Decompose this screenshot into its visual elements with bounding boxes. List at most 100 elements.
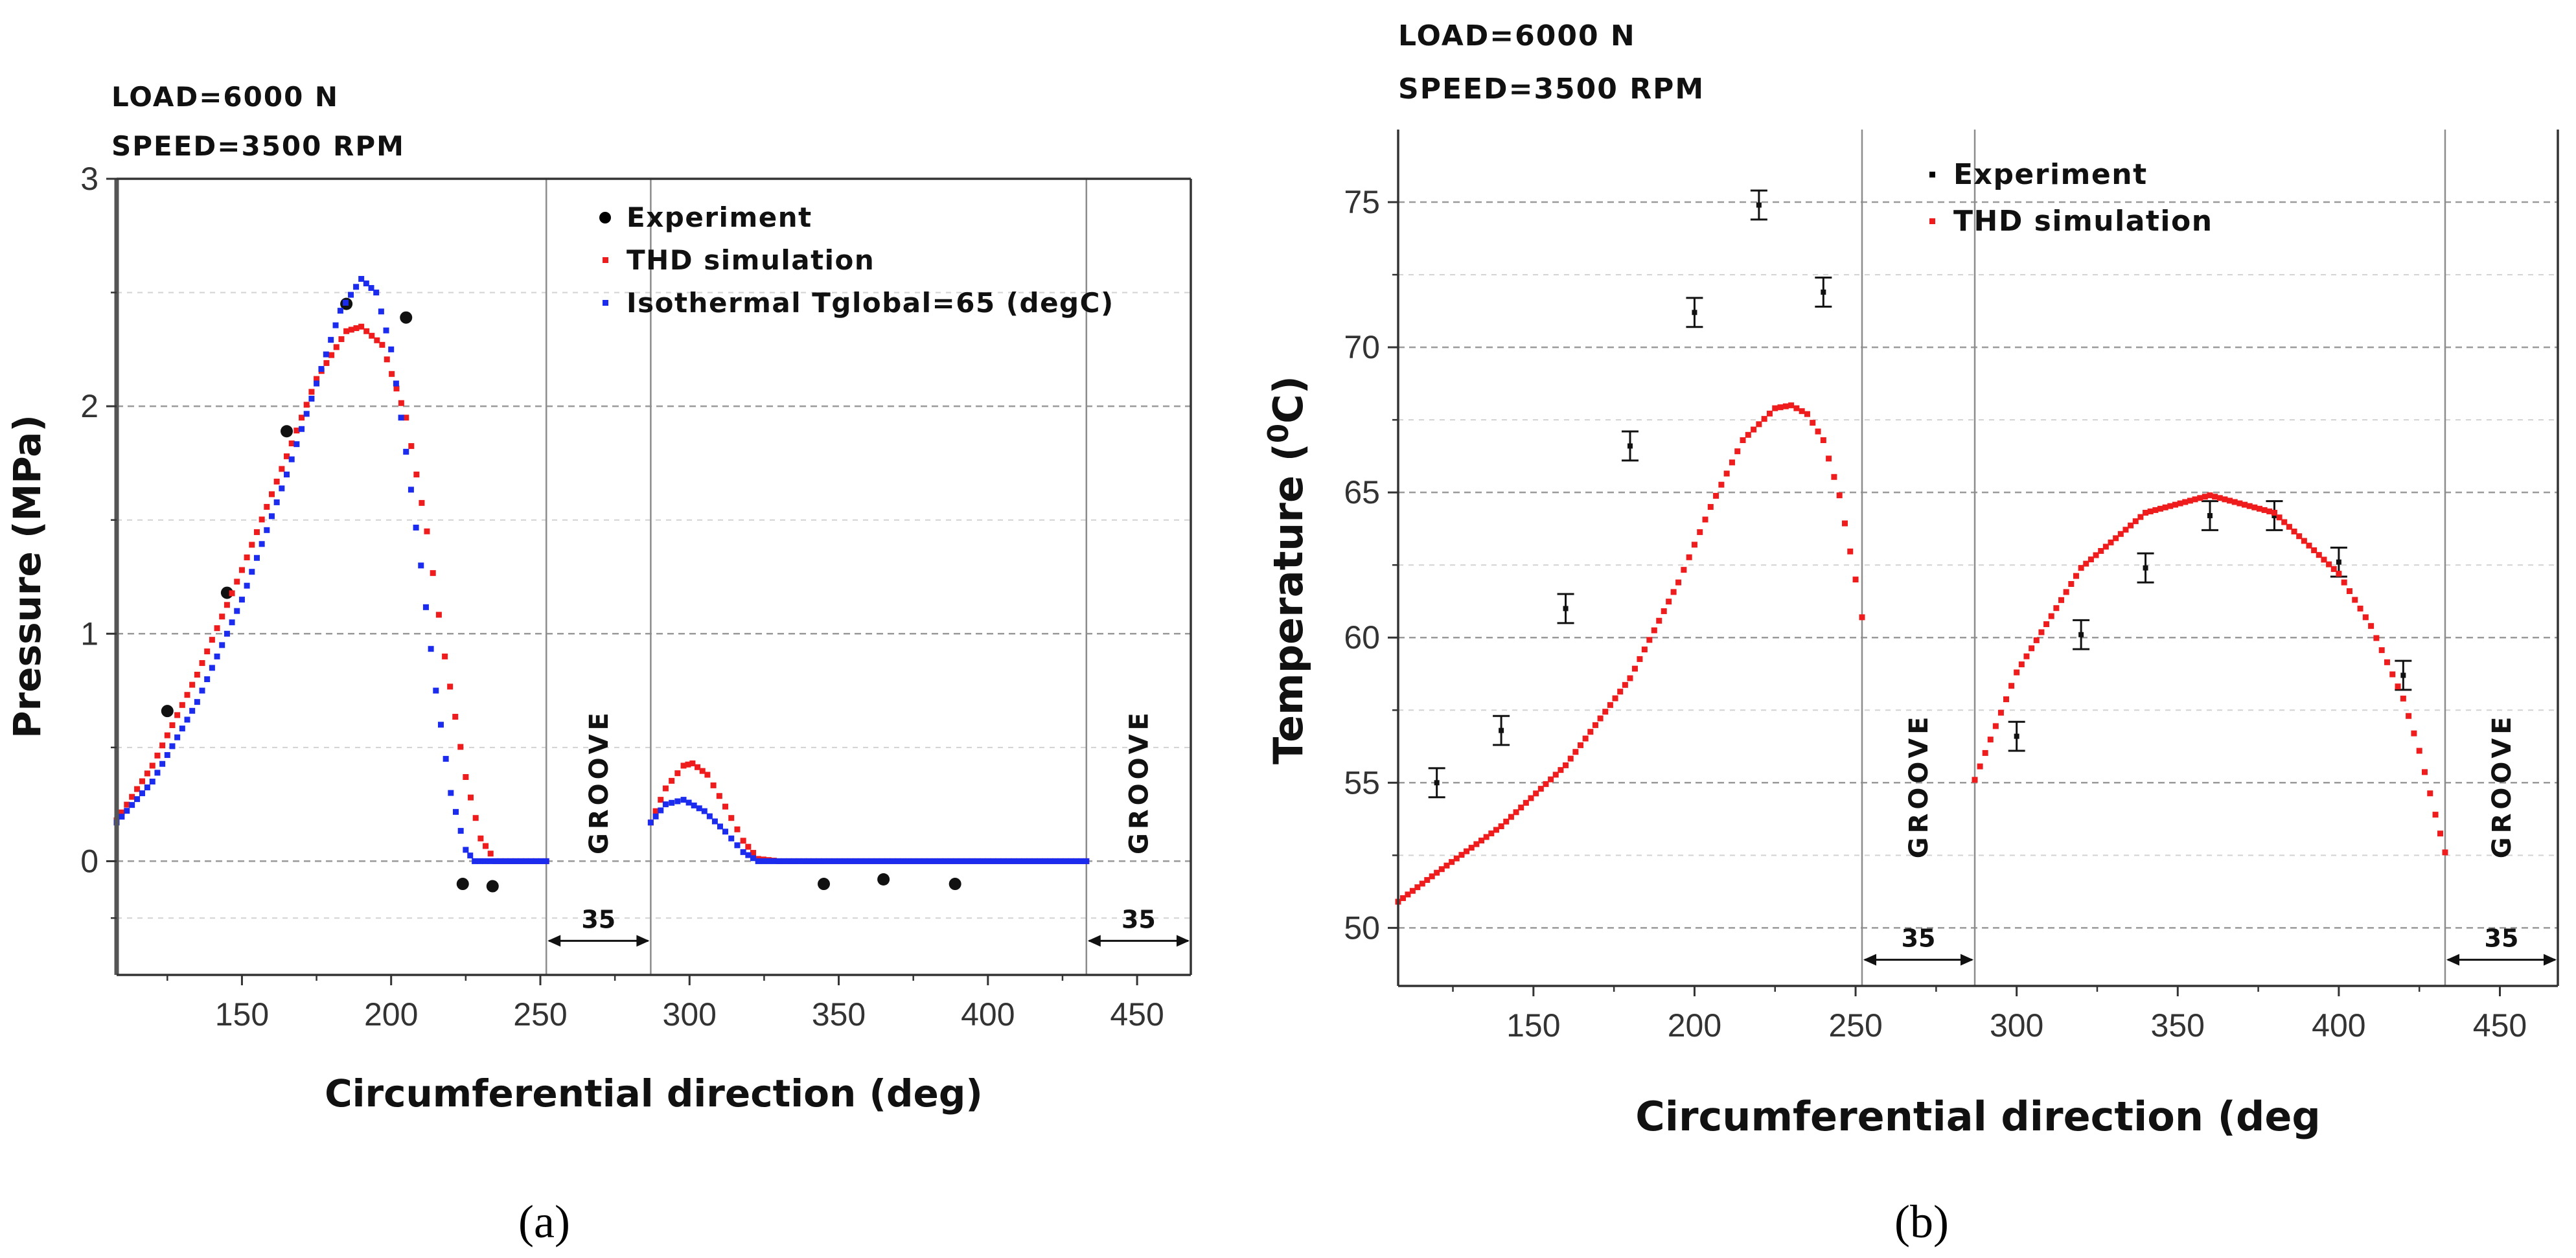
experiment-point (877, 873, 890, 886)
curve-point (358, 323, 365, 330)
curve-point (728, 835, 735, 841)
curve-point (1503, 818, 1510, 825)
curve-point (169, 743, 176, 749)
curve-point (481, 858, 488, 864)
curve-point (149, 779, 155, 785)
curve-point (696, 805, 702, 812)
curve-point (244, 554, 250, 560)
curve-point (379, 341, 385, 348)
y-axis-ticks: 50 55 60 65 70 75 (1344, 184, 1398, 946)
curve-point (816, 858, 822, 864)
curve-point (1707, 504, 1714, 510)
curve-point (2122, 527, 2129, 533)
curve-point (734, 826, 741, 832)
curve-point (2378, 647, 2385, 654)
curve-point (1047, 858, 1053, 864)
curve-point (963, 858, 970, 864)
curve-point (2147, 508, 2154, 514)
curve-point (2053, 605, 2060, 612)
curve-point (518, 858, 524, 864)
curve-point (750, 855, 757, 862)
curve-point (2261, 507, 2268, 513)
curve-point (1627, 675, 1633, 681)
curve-point (487, 858, 493, 864)
groove-width-label: 35 (2485, 924, 2519, 953)
curve-point (710, 782, 717, 788)
curve-point (1026, 858, 1033, 864)
curve-point (1473, 841, 1480, 847)
curve-point (1078, 858, 1085, 864)
x-tick-label: 450 (1110, 996, 1164, 1033)
curve-point (389, 371, 395, 377)
curve-point (704, 772, 711, 778)
curve-point (1729, 459, 1735, 466)
curve-point (2395, 683, 2401, 690)
curve-point (1622, 681, 1628, 688)
curve-point (2437, 830, 2444, 837)
x-axis-ticks: 150 200 250 300 350 400 450 (1452, 986, 2527, 1044)
curve-point (1478, 838, 1485, 844)
curve-point (129, 802, 135, 808)
legend-label: Experiment (1953, 158, 2148, 191)
curve-point (184, 692, 190, 698)
curve-point (204, 676, 211, 683)
curve-point (776, 858, 782, 864)
curve-point (430, 570, 436, 577)
y-tick-label: 2 (80, 388, 98, 424)
curve-point (1063, 858, 1069, 864)
curve-point (2389, 671, 2396, 678)
curve-point (2373, 635, 2380, 641)
curve-point (1572, 749, 1579, 755)
curve-point (194, 699, 200, 705)
curve-point (2207, 492, 2213, 499)
curve-point (273, 499, 280, 505)
curve-point (1793, 405, 1800, 411)
groove-label: GROOVE (584, 709, 614, 854)
curve-point (2172, 501, 2178, 508)
curve-point (2427, 790, 2433, 797)
curve-point (384, 356, 390, 363)
curve-point (2108, 539, 2114, 545)
curve-point (144, 784, 150, 791)
curve-point (2128, 522, 2134, 529)
x-tick-label: 300 (1990, 1007, 2043, 1044)
groove-markers: 35 GROOVE 35 GROOVE (1861, 130, 2557, 986)
x-tick-label: 150 (215, 996, 269, 1033)
curve-point (398, 400, 404, 406)
y-axis-label-text: Pressure (MPa) (5, 415, 49, 738)
curve-point (652, 813, 659, 819)
curve-point (418, 562, 424, 569)
curve-point (424, 528, 430, 534)
experiment-point (2336, 559, 2341, 565)
x-tick-label: 350 (812, 996, 866, 1033)
curve-point (745, 852, 752, 858)
curve-point (2237, 500, 2243, 507)
curve-point (259, 541, 265, 547)
curve-point (238, 567, 245, 573)
curve-point (224, 602, 230, 608)
curve-point (2336, 571, 2342, 577)
curve-point (953, 858, 960, 864)
curve-point (1567, 755, 1574, 762)
curve-point (1419, 880, 1425, 887)
curve-point (1607, 702, 1613, 708)
x-tick-label: 400 (961, 996, 1015, 1033)
curve-point (253, 555, 260, 561)
curve-point (159, 742, 166, 749)
curve-point (1528, 795, 1534, 801)
curve-point (662, 801, 669, 808)
curve-point (1016, 858, 1022, 864)
curve-point (905, 858, 912, 864)
curve-point (958, 858, 965, 864)
groove-arrow-head (1177, 935, 1190, 947)
curve-point (691, 802, 697, 808)
curve-point (2296, 533, 2303, 540)
curve-point (685, 761, 691, 768)
groove-arrow-head (636, 935, 650, 947)
curve-point (2271, 510, 2277, 516)
curve-point (1987, 737, 1994, 743)
plot-frame (1397, 130, 2559, 987)
curve-point (159, 761, 166, 767)
curve-point (393, 380, 399, 387)
